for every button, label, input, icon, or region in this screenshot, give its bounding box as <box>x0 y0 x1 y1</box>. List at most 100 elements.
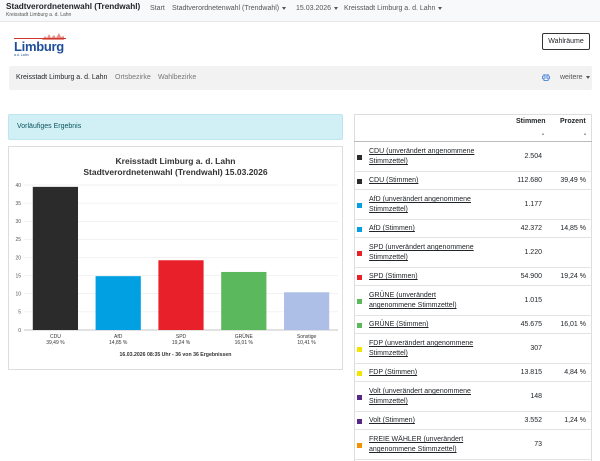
sort-icon[interactable]: ▲ <box>583 131 587 136</box>
chevron-down-icon <box>334 6 339 10</box>
election-title[interactable]: Stadtverordnetenwahl (Trendwahl) <box>6 2 141 11</box>
data-label: 10,41 % <box>297 340 316 346</box>
bar-spd <box>158 260 204 330</box>
votes-cell: 54.900 <box>520 273 542 280</box>
x-tick-label: AfD <box>114 334 123 340</box>
percent-cell: 16,01 % <box>560 321 586 328</box>
party-color-swatch <box>357 178 362 184</box>
table-row: CDU (unverändert angenommene Stimmzettel… <box>354 142 592 172</box>
votes-cell: 45.675 <box>520 321 542 328</box>
data-label: 19,24 % <box>172 340 191 346</box>
votes-cell: 3.552 <box>524 417 542 424</box>
chart-subtitle: Stadtverordnetenwahl (Trendwahl) 15.03.2… <box>83 167 268 177</box>
party-link[interactable]: CDU (unverändert angenommene Stimmzettel… <box>369 148 475 165</box>
subnav-wahlbezirke[interactable]: Wahlbezirke <box>158 74 197 81</box>
party-link[interactable]: FDP (unverändert angenommene Stimmzettel… <box>369 340 474 357</box>
party-link[interactable]: AfD (unverändert angenommene Stimmzettel… <box>369 196 471 213</box>
chevron-down-icon <box>585 75 590 79</box>
party-link[interactable]: FDP (Stimmen) <box>369 369 418 376</box>
party-link[interactable]: GRÜNE (unverändert angenommene Stimmzett… <box>369 292 457 309</box>
bar-grüne <box>221 271 267 330</box>
table-header-divider <box>354 141 592 142</box>
party-link[interactable]: SPD (unverändert angenommene Stimmzettel… <box>369 244 474 261</box>
wahlraeume-button[interactable]: Wahlräume <box>542 33 590 50</box>
bar-cdu <box>32 186 79 330</box>
bar-afd <box>95 276 141 330</box>
area-subnav: Kreisstadt Limburg a. d. Lahn Ortsbezirk… <box>9 66 592 90</box>
y-tick-label: 15 <box>15 273 21 279</box>
party-color-swatch <box>357 346 362 352</box>
data-label: 14,85 % <box>109 340 128 346</box>
percent-cell: 4,84 % <box>564 369 586 376</box>
table-row: AfD (unverändert angenommene Stimmzettel… <box>354 190 592 220</box>
table-row: GRÜNE (Stimmen) 45.675 16,01 % <box>354 316 592 334</box>
party-color-swatch <box>357 202 362 208</box>
party-link[interactable]: Volt (Stimmen) <box>369 417 415 424</box>
chart-footer: 16.03.2026 08:35 Uhr - 36 von 36 Ergebni… <box>119 352 232 358</box>
table-row: FDP (Stimmen) 13.815 4,84 % <box>354 364 592 382</box>
votes-cell: 2.504 <box>524 153 542 160</box>
party-link[interactable]: FREIE WÄHLER (unverändert angenommene St… <box>369 436 464 453</box>
y-tick-label: 0 <box>18 328 21 334</box>
top-navbar: Stadtverordnetenwahl (Trendwahl) Kreisst… <box>0 0 600 22</box>
preliminary-result-alert: Vorläufiges Ergebnis <box>8 114 343 140</box>
column-header-stimmen[interactable]: Stimmen <box>516 118 546 125</box>
column-header-prozent[interactable]: Prozent <box>560 118 586 125</box>
percent-cell: 19,24 % <box>560 273 586 280</box>
percent-cell: 14,85 % <box>560 225 586 232</box>
party-link[interactable]: Volt (unverändert angenommene Stimmzette… <box>369 388 471 405</box>
limburg-logo[interactable]: Limburg a.d. Lahn <box>14 33 68 57</box>
table-row: GRÜNE (unverändert angenommene Stimmzett… <box>354 286 592 316</box>
nav-municipality-dropdown[interactable]: Kreisstadt Limburg a. d. Lahn <box>344 5 443 12</box>
party-color-swatch <box>357 274 362 280</box>
bar-sonstige <box>283 292 330 330</box>
table-row: AfD (Stimmen) 42.372 14,85 % <box>354 220 592 238</box>
x-tick-label: SPD <box>176 334 187 340</box>
votes-cell: 13.815 <box>520 369 542 376</box>
printer-icon[interactable] <box>542 74 550 81</box>
nav-election-dropdown[interactable]: Stadtverordnetenwahl (Trendwahl) <box>172 5 287 12</box>
party-link[interactable]: CDU (Stimmen) <box>369 177 419 184</box>
table-row: Volt (Stimmen) 3.552 1,24 % <box>354 412 592 430</box>
table-row: Volt (unverändert angenommene Stimmzette… <box>354 382 592 412</box>
y-tick-label: 20 <box>15 255 21 261</box>
y-tick-label: 35 <box>15 201 21 207</box>
percent-cell: 1,24 % <box>564 417 586 424</box>
x-tick-label: CDU <box>50 334 61 340</box>
more-dropdown[interactable]: weitere <box>560 74 590 81</box>
party-color-swatch <box>357 298 362 304</box>
x-tick-label: GRÜNE <box>235 333 254 340</box>
nav-start-link[interactable]: Start <box>150 5 165 12</box>
party-color-swatch <box>357 418 362 424</box>
table-row: SPD (Stimmen) 54.900 19,24 % <box>354 268 592 286</box>
party-link[interactable]: SPD (Stimmen) <box>369 273 418 280</box>
party-color-swatch <box>357 226 362 232</box>
logo-subtext: a.d. Lahn <box>14 53 29 57</box>
nav-date-dropdown[interactable]: 15.03.2026 <box>296 5 339 12</box>
votes-cell: 112.680 <box>517 177 542 184</box>
subnav-ortsbezirke[interactable]: Ortsbezirke <box>115 74 151 81</box>
votes-cell: 1.177 <box>524 201 542 208</box>
subnav-municipality[interactable]: Kreisstadt Limburg a. d. Lahn <box>16 74 108 81</box>
data-label: 16,01 % <box>235 340 254 346</box>
party-link[interactable]: AfD (Stimmen) <box>369 225 415 232</box>
party-color-swatch <box>357 154 362 160</box>
votes-cell: 307 <box>530 345 542 352</box>
chevron-down-icon <box>438 6 443 10</box>
sort-icon[interactable]: ▲ <box>541 131 545 136</box>
votes-cell: 148 <box>530 393 542 400</box>
votes-cell: 73 <box>534 441 542 448</box>
table-row: SPD (unverändert angenommene Stimmzettel… <box>354 238 592 268</box>
table-row: FREIE WÄHLER (unverändert angenommene St… <box>354 430 592 460</box>
party-color-swatch <box>357 250 362 256</box>
percent-cell: 39,49 % <box>560 177 586 184</box>
data-label: 39,49 % <box>46 340 65 346</box>
party-link[interactable]: GRÜNE (Stimmen) <box>369 321 429 328</box>
party-color-swatch <box>357 442 362 448</box>
y-tick-label: 5 <box>18 310 21 316</box>
municipality-subtitle: Kreisstadt Limburg a. d. Lahn <box>6 12 72 18</box>
votes-cell: 1.015 <box>524 297 542 304</box>
alert-text: Vorläufiges Ergebnis <box>17 123 82 130</box>
votes-cell: 1.220 <box>524 249 542 256</box>
